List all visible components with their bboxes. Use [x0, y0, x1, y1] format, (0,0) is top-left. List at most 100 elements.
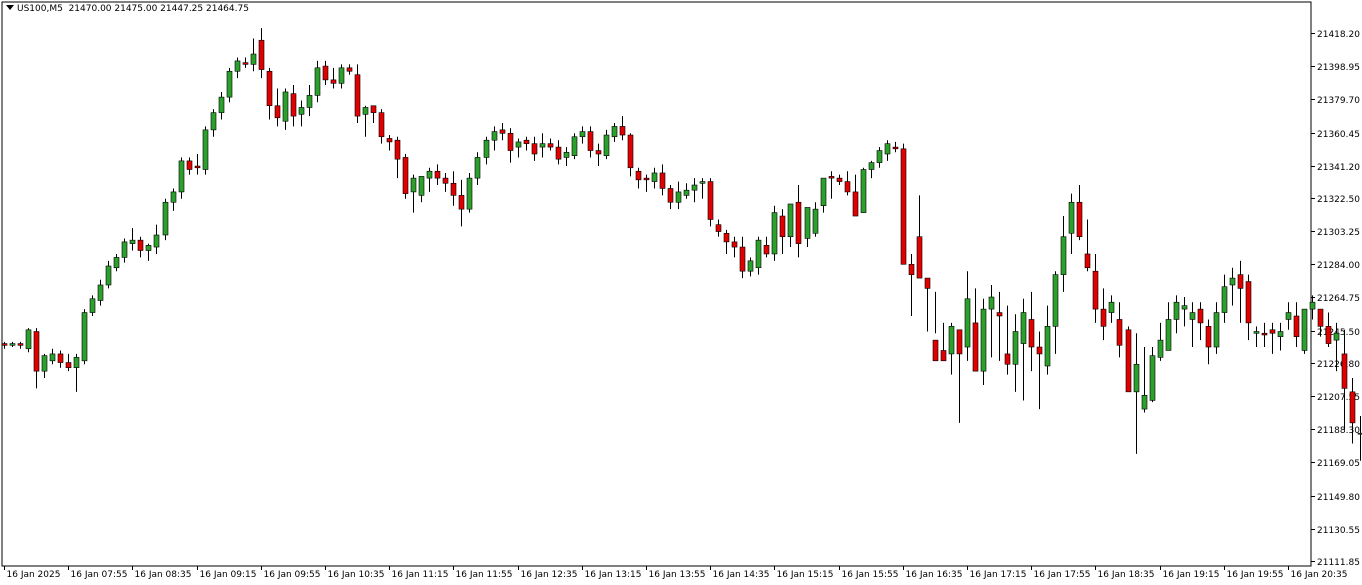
- price-axis-label: 21188.30: [1317, 426, 1360, 436]
- bull-candle: [1108, 301, 1115, 313]
- bull-candle: [170, 191, 177, 203]
- bear-candle: [627, 134, 634, 169]
- time-axis-label: 16 Jan 13:55: [649, 570, 706, 580]
- bull-candle: [804, 207, 811, 239]
- bull-candle: [314, 67, 321, 96]
- bear-candle: [1341, 353, 1348, 389]
- bear-candle: [57, 353, 64, 363]
- bear-candle: [956, 329, 963, 355]
- bull-candle: [1165, 319, 1172, 351]
- bull-candle: [1181, 305, 1188, 310]
- bear-candle: [258, 39, 265, 70]
- bear-candle: [643, 177, 650, 181]
- bull-candle: [362, 107, 369, 115]
- bear-candle: [1317, 308, 1324, 327]
- bull-candle: [178, 160, 185, 193]
- bear-candle: [659, 172, 666, 189]
- time-axis-label: 16 Jan 12:35: [521, 570, 578, 580]
- bear-candle: [1293, 315, 1300, 337]
- bull-candle: [1157, 339, 1164, 358]
- bull-candle: [1285, 312, 1292, 320]
- bear-candle: [33, 331, 40, 372]
- bull-candle: [306, 95, 313, 108]
- bear-candle: [587, 131, 594, 151]
- bear-candle: [1237, 274, 1244, 289]
- bull-candle: [1189, 312, 1196, 320]
- time-axis-label: 16 Jan 16:35: [906, 570, 963, 580]
- price-axis-label: 21418.20: [1317, 30, 1360, 40]
- bull-candle: [89, 298, 96, 313]
- bear-candle: [1076, 201, 1083, 238]
- bear-candle: [65, 362, 72, 369]
- bear-candle: [1036, 346, 1043, 355]
- price-axis-label: 21264.75: [1317, 294, 1360, 304]
- time-axis-label: 16 Jan 11:55: [456, 570, 513, 580]
- bull-candle: [571, 136, 578, 157]
- bear-candle: [1245, 281, 1252, 324]
- bear-candle: [924, 277, 931, 289]
- bull-candle: [964, 298, 971, 348]
- bear-candle: [972, 322, 979, 372]
- bull-candle: [651, 172, 658, 182]
- bear-candle: [731, 241, 738, 248]
- time-axis-label: 16 Jan 19:55: [1227, 570, 1284, 580]
- bull-candle: [1052, 274, 1059, 327]
- bear-candle: [394, 139, 401, 160]
- price-axis-label: 21111.85: [1317, 558, 1360, 568]
- bull-candle: [699, 181, 706, 184]
- bull-candle: [1020, 312, 1027, 344]
- symbol-header: US100,M5 21470.00 21475.00 21447.25 2146…: [6, 4, 249, 14]
- bull-candle: [234, 60, 241, 72]
- bear-candle: [715, 224, 722, 232]
- bear-candle: [1325, 326, 1332, 344]
- bear-candle: [547, 143, 554, 148]
- bear-candle: [763, 245, 770, 255]
- bear-candle: [186, 160, 193, 170]
- bull-candle: [876, 150, 883, 163]
- time-axis-label: 16 Jan 15:55: [842, 570, 899, 580]
- bear-candle: [378, 112, 385, 138]
- bull-candle: [298, 107, 305, 115]
- bull-candle: [210, 112, 217, 131]
- bull-candle: [1309, 301, 1316, 310]
- bull-candle: [81, 312, 88, 362]
- time-axis-label: 16 Jan 11:15: [392, 570, 449, 580]
- bull-candle: [1133, 363, 1140, 393]
- bear-candle: [523, 139, 530, 144]
- dropdown-triangle-icon[interactable]: [6, 5, 14, 10]
- bull-candle: [145, 245, 152, 251]
- bear-candle: [507, 133, 514, 151]
- time-axis-label: 16 Jan 10:35: [328, 570, 385, 580]
- bull-candle: [860, 169, 867, 213]
- bull-candle: [466, 177, 473, 210]
- bull-candle: [563, 151, 570, 158]
- bear-candle: [274, 105, 281, 119]
- bear-candle: [1004, 353, 1011, 365]
- bull-candle: [226, 70, 233, 98]
- bear-candle: [194, 165, 201, 169]
- ohlc-values: 21470.00 21475.00 21447.25 21464.75: [68, 4, 249, 14]
- bull-candle: [1221, 286, 1228, 313]
- bull-candle: [980, 308, 987, 372]
- bear-candle: [386, 138, 393, 143]
- price-axis-label: 21130.55: [1317, 526, 1360, 536]
- bull-candle: [25, 329, 32, 350]
- bear-candle: [1116, 319, 1123, 346]
- bull-candle: [611, 126, 618, 138]
- price-axis-label: 21360.45: [1317, 130, 1360, 140]
- bear-candle: [996, 312, 1003, 317]
- bear-candle: [1, 343, 8, 346]
- bull-candle: [948, 326, 955, 355]
- bull-candle: [515, 141, 522, 148]
- price-axis-label: 21169.05: [1317, 459, 1360, 469]
- bull-candle: [97, 284, 104, 301]
- bull-candle: [250, 53, 257, 65]
- plot-area[interactable]: [1, 1, 1312, 567]
- bull-candle: [675, 191, 682, 203]
- bull-candle: [483, 139, 490, 158]
- bear-candle: [940, 350, 947, 362]
- bear-candle: [619, 126, 626, 136]
- bull-candle: [1277, 331, 1284, 337]
